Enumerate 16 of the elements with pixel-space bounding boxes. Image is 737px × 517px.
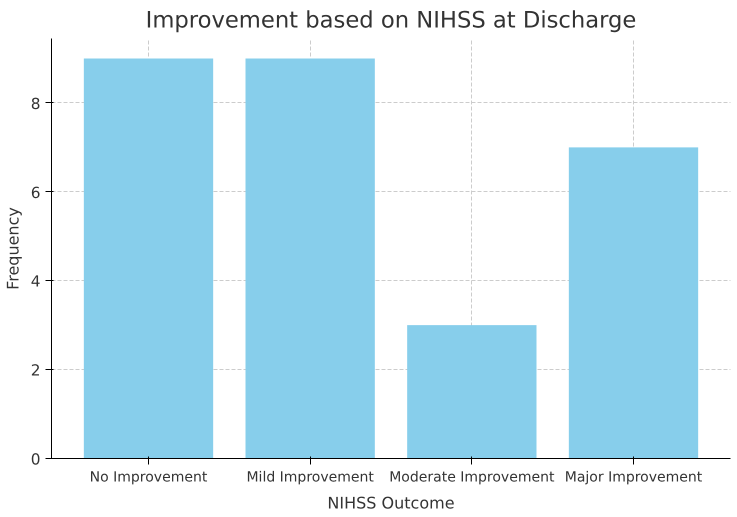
x-tick-label: No Improvement [90, 470, 208, 486]
bar [568, 147, 698, 458]
y-tick-label: 8 [30, 94, 41, 113]
bar [407, 325, 536, 458]
bar [246, 58, 375, 458]
bar [84, 58, 214, 458]
x-axis-title: NIHSS Outcome [327, 494, 455, 512]
x-tick-label: Moderate Improvement [389, 470, 555, 486]
y-tick-label: 4 [30, 272, 41, 291]
y-tick-label: 2 [30, 362, 41, 380]
x-tick-label: Major Improvement [564, 470, 703, 486]
y-tick-label: 0 [30, 450, 41, 468]
chart-title: Improvement based on NIHSS at Discharge [146, 8, 636, 34]
x-tick-label: Mild Improvement [246, 470, 374, 486]
y-tick-label: 6 [30, 184, 41, 202]
y-axis-title: Frequency [4, 207, 23, 290]
